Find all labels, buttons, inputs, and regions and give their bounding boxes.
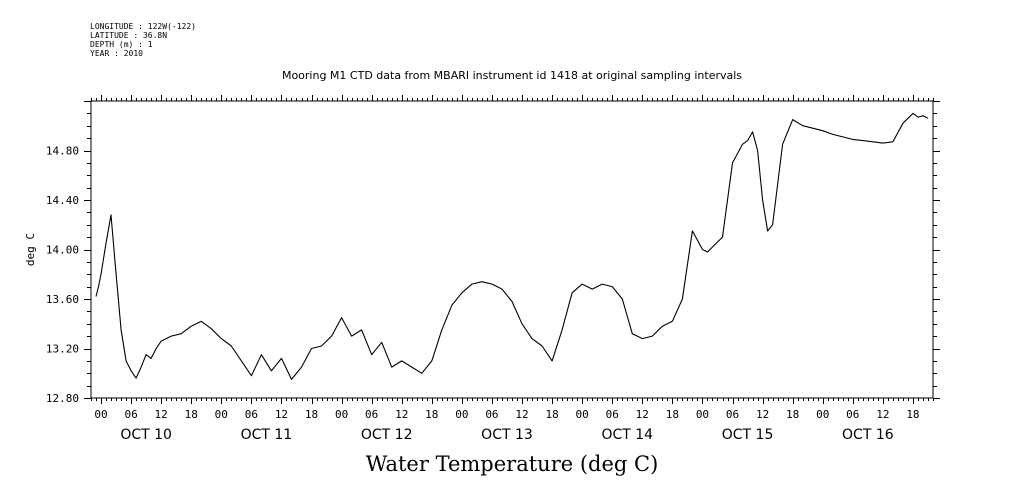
x-hour-label: 12 — [155, 408, 168, 421]
x-hour-label: 06 — [846, 408, 859, 421]
x-hour-label: 06 — [365, 408, 378, 421]
x-hour-label: 00 — [816, 408, 829, 421]
y-tick-label: 14.40 — [46, 194, 79, 207]
longitude-text: LONGITUDE : 122W(-122) — [90, 22, 196, 31]
x-hour-label: 18 — [786, 408, 799, 421]
x-hour-label: 00 — [94, 408, 107, 421]
x-hour-label: 12 — [876, 408, 889, 421]
y-ticks — [84, 101, 940, 399]
x-hour-label: 12 — [395, 408, 408, 421]
chart-title: Mooring M1 CTD data from MBARI instrumen… — [281, 69, 743, 82]
metadata-block: LONGITUDE : 122W(-122) LATITUDE : 36.8N … — [90, 22, 196, 58]
x-hour-label: 00 — [215, 408, 228, 421]
x-hour-label: 18 — [425, 408, 438, 421]
x-hour-label: 06 — [726, 408, 739, 421]
x-day-label: OCT 11 — [241, 427, 293, 443]
y-tick-label: 12.80 — [46, 392, 79, 405]
x-hour-label: 00 — [335, 408, 348, 421]
y-tick-label: 13.20 — [46, 343, 79, 356]
variable-title: Water Temperature (deg C) — [365, 452, 659, 476]
x-hour-label: 06 — [124, 408, 137, 421]
x-hour-label: 12 — [756, 408, 769, 421]
x-hour-label: 12 — [515, 408, 528, 421]
x-hour-label: 18 — [545, 408, 558, 421]
year-text: YEAR : 2010 — [90, 49, 143, 58]
temperature-series-line — [95, 112, 929, 380]
x-hour-label: 18 — [666, 408, 679, 421]
x-hour-label: 12 — [275, 408, 288, 421]
x-day-label: OCT 10 — [120, 427, 172, 443]
x-day-label: OCT 16 — [842, 427, 894, 443]
y-tick-label: 14.80 — [46, 145, 79, 158]
x-hour-label: 00 — [455, 408, 468, 421]
x-hour-label: 18 — [305, 408, 318, 421]
x-minor-ticks — [91, 95, 934, 404]
x-hour-label: 06 — [245, 408, 258, 421]
x-hour-label: 18 — [906, 408, 919, 421]
plot-frame — [90, 100, 934, 399]
depth-text: DEPTH (m) : 1 — [90, 40, 153, 49]
x-hour-label: 06 — [606, 408, 619, 421]
latitude-text: LATITUDE : 36.8N — [90, 31, 168, 40]
x-hour-label: 12 — [636, 408, 649, 421]
x-day-label: OCT 15 — [722, 427, 774, 443]
x-hour-label: 00 — [696, 408, 709, 421]
x-hour-label: 06 — [485, 408, 498, 421]
x-day-label: OCT 12 — [361, 427, 413, 443]
x-day-label: OCT 14 — [601, 427, 653, 443]
x-hour-label: 18 — [185, 408, 198, 421]
y-tick-label: 14.00 — [46, 244, 79, 257]
x-day-label: OCT 13 — [481, 427, 533, 443]
x-hour-label: 00 — [576, 408, 589, 421]
y-axis-label: deg C — [24, 233, 37, 266]
y-tick-label: 13.60 — [46, 293, 79, 306]
